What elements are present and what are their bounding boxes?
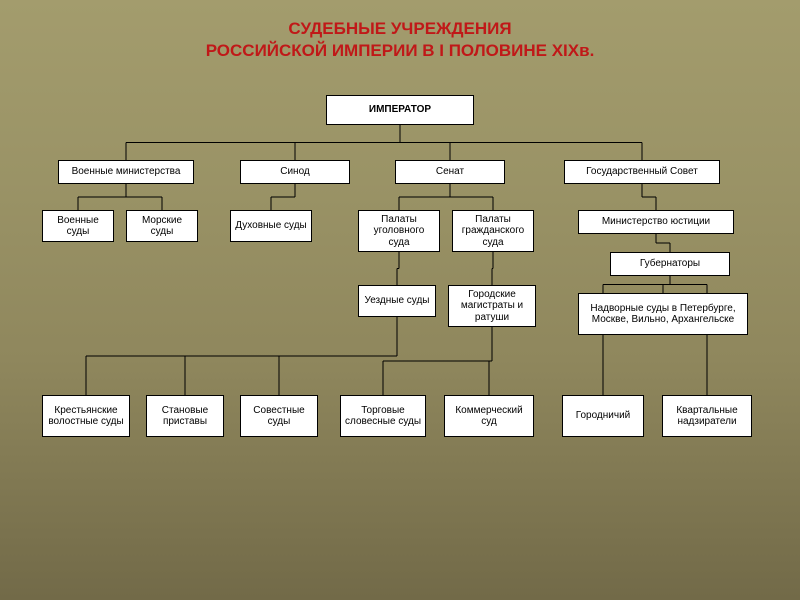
- node-mayor: Городничий: [562, 395, 644, 437]
- node-synod: Синод: [240, 160, 350, 184]
- node-state_council: Государственный Совет: [564, 160, 720, 184]
- node-city_magistrates: Городские магистраты и ратуши: [448, 285, 536, 327]
- node-emperor: ИМПЕРАТОР: [326, 95, 474, 125]
- node-senate: Сенат: [395, 160, 505, 184]
- node-military_ministry: Военные министерства: [58, 160, 194, 184]
- node-naval_courts: Морские суды: [126, 210, 198, 242]
- node-quarter_supervisors: Квартальные надзиратели: [662, 395, 752, 437]
- node-commercial_court: Коммерческий суд: [444, 395, 534, 437]
- title-line-1: СУДЕБНЫЕ УЧРЕЖДЕНИЯ: [0, 18, 800, 40]
- node-ecclesiastical_courts: Духовные суды: [230, 210, 312, 242]
- node-stan_bailiffs: Становые приставы: [146, 395, 224, 437]
- node-civil_chambers: Палаты гражданского суда: [452, 210, 534, 252]
- org-chart: ИМПЕРАТОР Военные министерства Синод Сенат Г…: [0, 95, 800, 595]
- node-ministry_justice: Министерство юстиции: [578, 210, 734, 234]
- title-line-2: РОССИЙСКОЙ ИМПЕРИИ В I ПОЛОВИНЕ XIXв.: [0, 40, 800, 62]
- node-district_courts: Уездные суды: [358, 285, 436, 317]
- node-conscience_courts: Совестные суды: [240, 395, 318, 437]
- node-military_courts: Военные суды: [42, 210, 114, 242]
- chart-title: СУДЕБНЫЕ УЧРЕЖДЕНИЯ РОССИЙСКОЙ ИМПЕРИИ В…: [0, 0, 800, 62]
- node-governors: Губернаторы: [610, 252, 730, 276]
- node-superior_courts: Надворные суды в Петербурге, Москве, Вил…: [578, 293, 748, 335]
- node-criminal_chambers: Палаты уголовного суда: [358, 210, 440, 252]
- node-commercial_verbal: Торговые словесные суды: [340, 395, 426, 437]
- node-peasant_courts: Крестьянские волостные суды: [42, 395, 130, 437]
